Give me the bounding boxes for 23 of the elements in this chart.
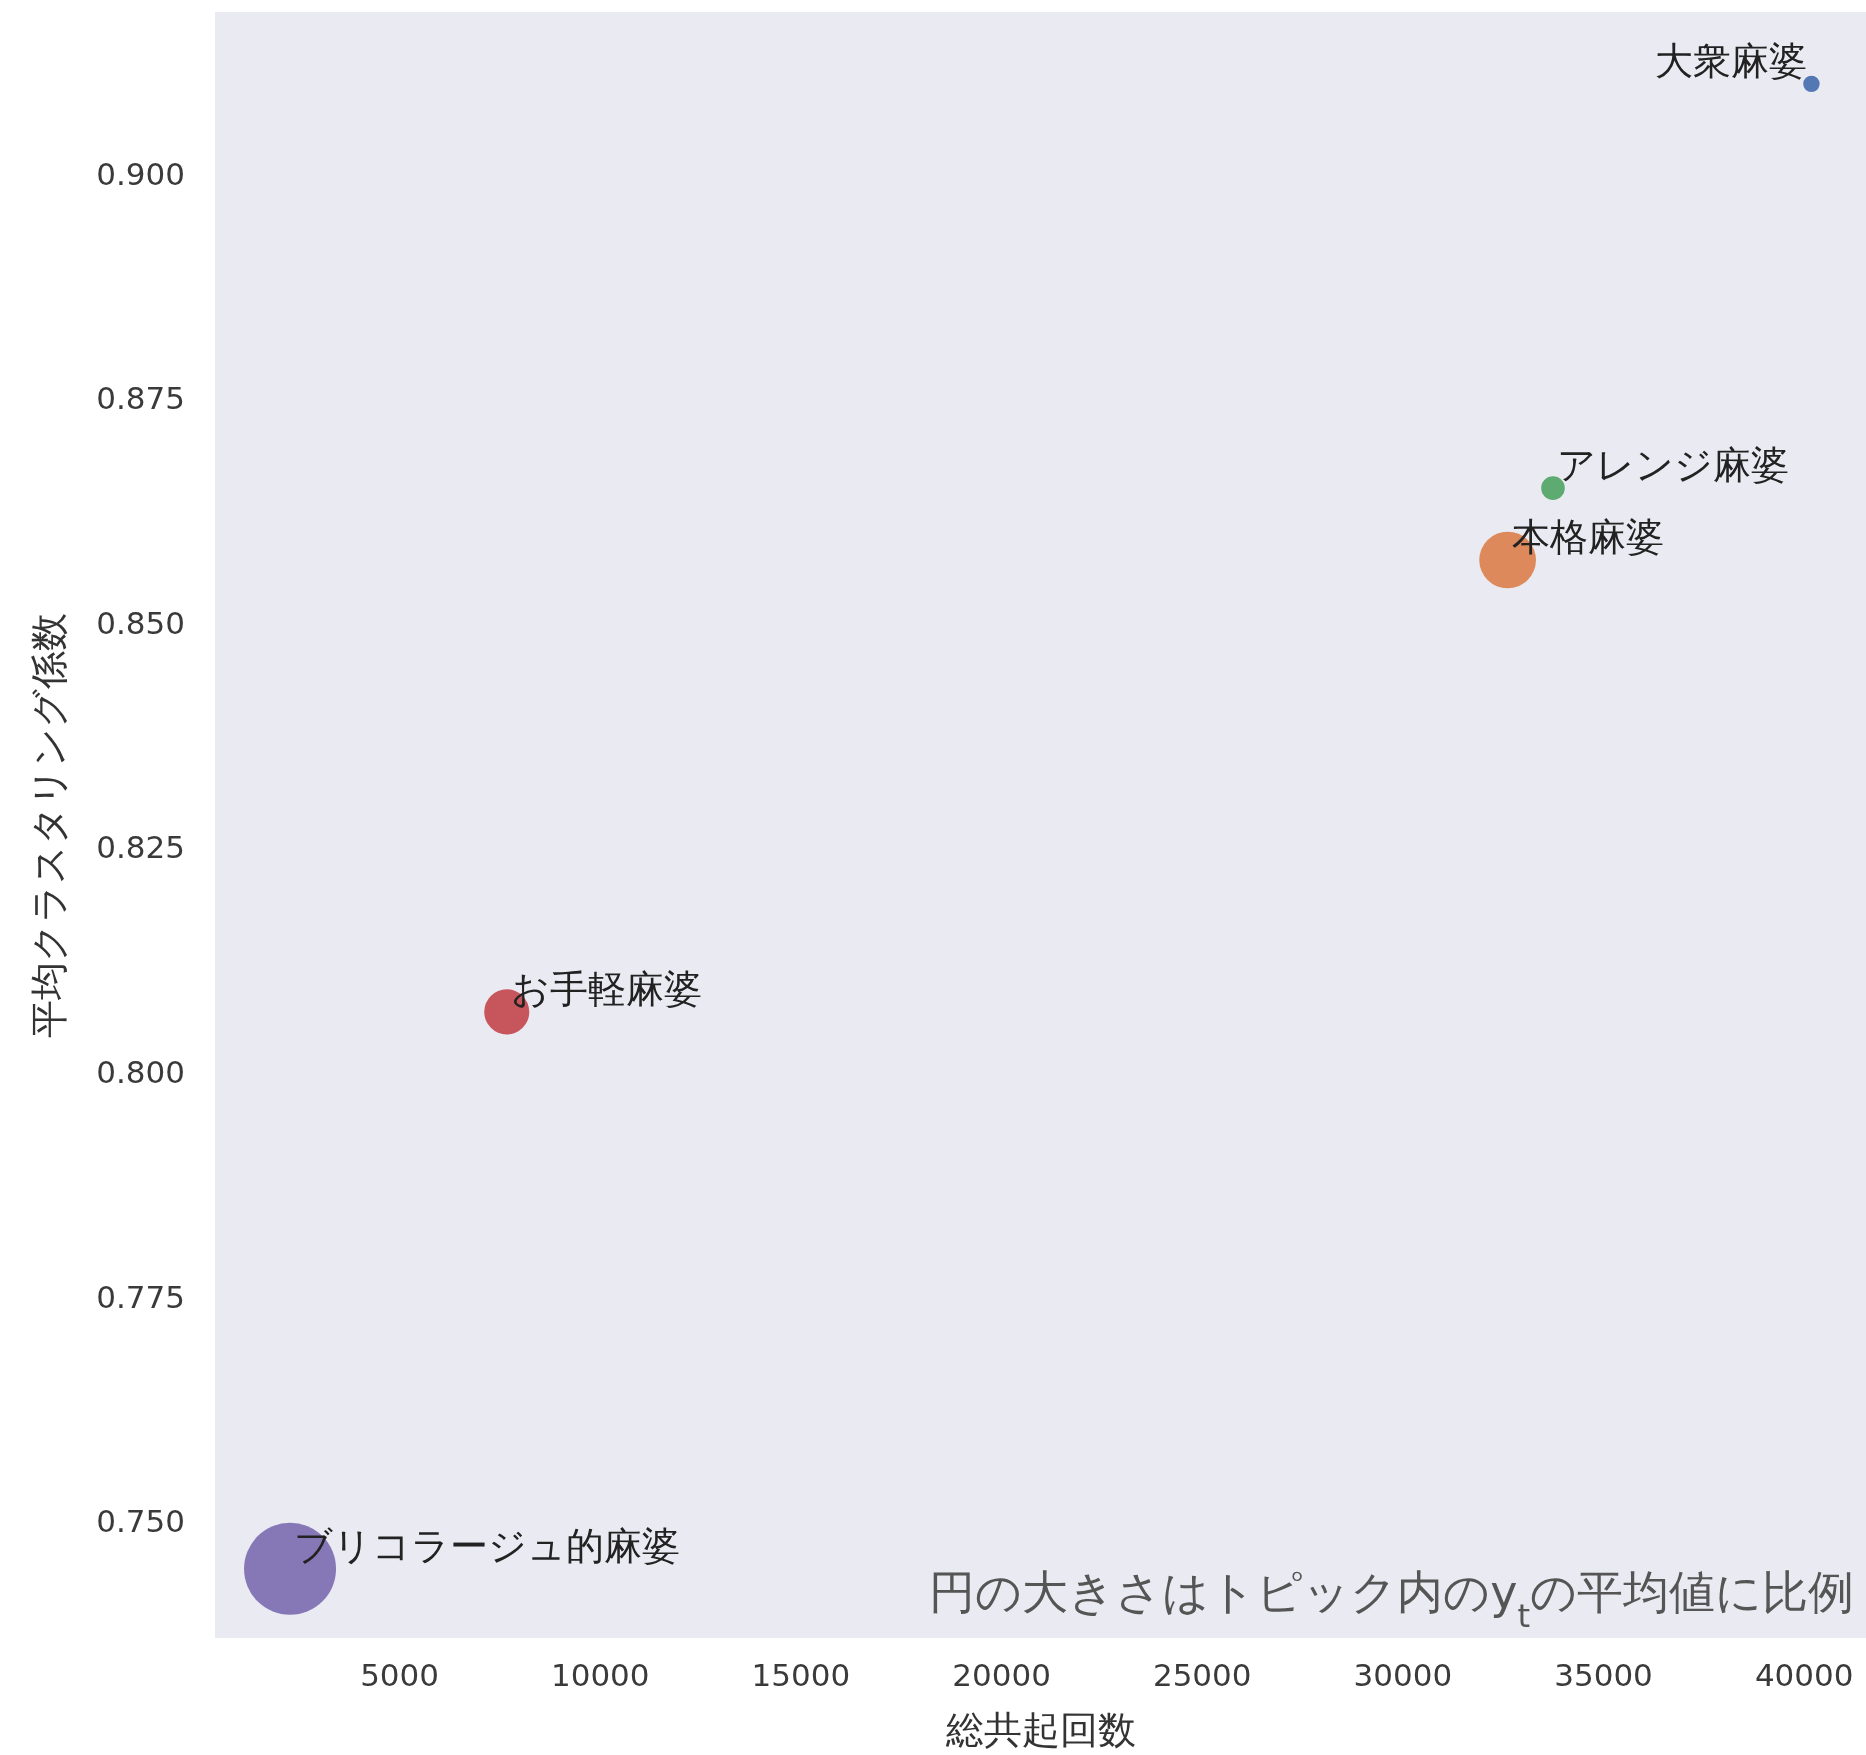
x-axis-title: 総共起回数 <box>944 1708 1136 1752</box>
y-tick-label: 0.800 <box>96 1054 185 1091</box>
x-tick-label: 35000 <box>1554 1657 1653 1693</box>
series-label: 大衆麻婆 <box>1655 38 1808 83</box>
series-label: アレンジ麻婆 <box>1556 443 1789 488</box>
y-axis-title: 平均クラスタリング係数 <box>27 612 71 1038</box>
x-tick-label: 20000 <box>952 1657 1051 1693</box>
series-label: お手軽麻婆 <box>510 966 702 1011</box>
y-tick-label: 0.775 <box>96 1278 185 1315</box>
series-label: ブリコラージュ的麻婆 <box>294 1523 681 1568</box>
y-tick-label: 0.750 <box>96 1503 185 1540</box>
y-tick-label: 0.825 <box>96 829 185 866</box>
x-tick-label: 10000 <box>550 1657 650 1693</box>
x-tick-label: 40000 <box>1754 1657 1854 1693</box>
x-tick-label: 25000 <box>1152 1657 1252 1693</box>
x-tick-label: 30000 <box>1353 1657 1453 1693</box>
annotation: 円の大きさはトピック内のy$_{t}$の平均値に比例 <box>929 1565 1854 1635</box>
x-tick-label: 15000 <box>751 1657 851 1693</box>
y-tick-label: 0.850 <box>96 604 185 641</box>
y-tick-label: 0.875 <box>96 380 185 417</box>
y-tick-label: 0.900 <box>96 155 185 192</box>
x-tick-label: 5000 <box>360 1657 440 1693</box>
series-label: 本格麻婆 <box>1511 514 1664 559</box>
